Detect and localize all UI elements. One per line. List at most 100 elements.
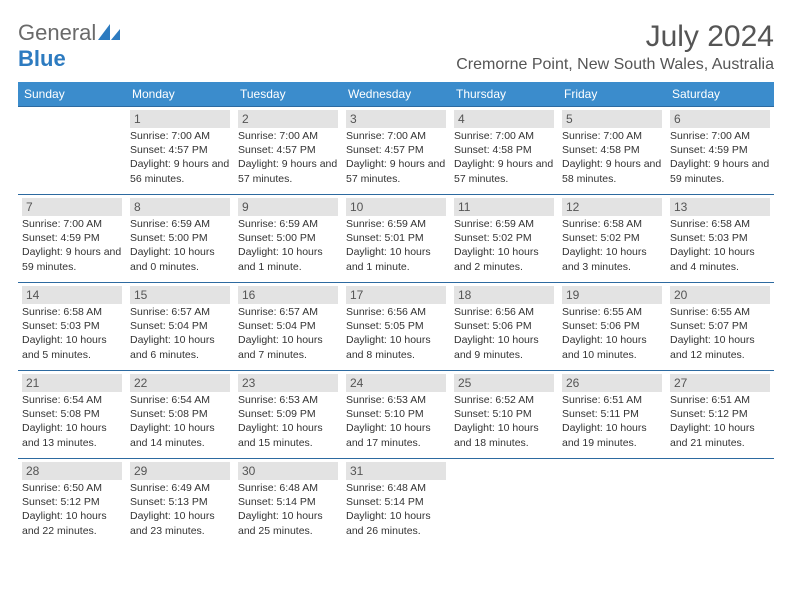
calendar-cell: 26Sunrise: 6:51 AMSunset: 5:11 PMDayligh… (558, 371, 666, 459)
day-info: Sunrise: 6:48 AMSunset: 5:14 PMDaylight:… (238, 481, 338, 538)
day-info: Sunrise: 6:58 AMSunset: 5:03 PMDaylight:… (22, 305, 122, 362)
day-info: Sunrise: 6:51 AMSunset: 5:11 PMDaylight:… (562, 393, 662, 450)
day-info: Sunrise: 6:54 AMSunset: 5:08 PMDaylight:… (130, 393, 230, 450)
calendar-cell: 29Sunrise: 6:49 AMSunset: 5:13 PMDayligh… (126, 459, 234, 544)
day-number: 14 (22, 286, 122, 304)
calendar-cell: 27Sunrise: 6:51 AMSunset: 5:12 PMDayligh… (666, 371, 774, 459)
day-info: Sunrise: 6:54 AMSunset: 5:08 PMDaylight:… (22, 393, 122, 450)
day-number: 24 (346, 374, 446, 392)
day-info: Sunrise: 6:55 AMSunset: 5:07 PMDaylight:… (670, 305, 770, 362)
calendar-cell: 30Sunrise: 6:48 AMSunset: 5:14 PMDayligh… (234, 459, 342, 544)
day-info: Sunrise: 6:57 AMSunset: 5:04 PMDaylight:… (130, 305, 230, 362)
day-info: Sunrise: 6:50 AMSunset: 5:12 PMDaylight:… (22, 481, 122, 538)
day-number: 15 (130, 286, 230, 304)
day-number: 2 (238, 110, 338, 128)
day-number: 4 (454, 110, 554, 128)
calendar-cell: 18Sunrise: 6:56 AMSunset: 5:06 PMDayligh… (450, 283, 558, 371)
calendar-cell: 23Sunrise: 6:53 AMSunset: 5:09 PMDayligh… (234, 371, 342, 459)
calendar-cell: 13Sunrise: 6:58 AMSunset: 5:03 PMDayligh… (666, 195, 774, 283)
weekday-header: Thursday (450, 82, 558, 107)
calendar-cell: 3Sunrise: 7:00 AMSunset: 4:57 PMDaylight… (342, 107, 450, 195)
day-info: Sunrise: 7:00 AMSunset: 4:57 PMDaylight:… (130, 129, 230, 186)
weekday-header: Saturday (666, 82, 774, 107)
day-info: Sunrise: 7:00 AMSunset: 4:58 PMDaylight:… (454, 129, 554, 186)
header: General Blue July 2024 Cremorne Point, N… (18, 20, 774, 74)
day-number: 8 (130, 198, 230, 216)
day-info: Sunrise: 6:59 AMSunset: 5:00 PMDaylight:… (130, 217, 230, 274)
weekday-header: Sunday (18, 82, 126, 107)
day-number: 21 (22, 374, 122, 392)
day-info: Sunrise: 6:53 AMSunset: 5:10 PMDaylight:… (346, 393, 446, 450)
calendar-row: 1Sunrise: 7:00 AMSunset: 4:57 PMDaylight… (18, 107, 774, 195)
calendar-cell: 1Sunrise: 7:00 AMSunset: 4:57 PMDaylight… (126, 107, 234, 195)
title-block: July 2024 Cremorne Point, New South Wale… (456, 20, 774, 74)
day-info: Sunrise: 6:51 AMSunset: 5:12 PMDaylight:… (670, 393, 770, 450)
day-info: Sunrise: 6:56 AMSunset: 5:06 PMDaylight:… (454, 305, 554, 362)
day-number: 13 (670, 198, 770, 216)
day-info: Sunrise: 6:53 AMSunset: 5:09 PMDaylight:… (238, 393, 338, 450)
weekday-header: Monday (126, 82, 234, 107)
weekday-header: Wednesday (342, 82, 450, 107)
calendar-cell: 28Sunrise: 6:50 AMSunset: 5:12 PMDayligh… (18, 459, 126, 544)
calendar-cell: 17Sunrise: 6:56 AMSunset: 5:05 PMDayligh… (342, 283, 450, 371)
logo-word-1: General (18, 20, 96, 45)
day-number: 28 (22, 462, 122, 480)
day-number: 23 (238, 374, 338, 392)
day-number: 1 (130, 110, 230, 128)
day-info: Sunrise: 6:59 AMSunset: 5:02 PMDaylight:… (454, 217, 554, 274)
logo-sail-icon (98, 27, 120, 44)
calendar-body: 1Sunrise: 7:00 AMSunset: 4:57 PMDaylight… (18, 107, 774, 544)
day-number: 7 (22, 198, 122, 216)
calendar-cell: 22Sunrise: 6:54 AMSunset: 5:08 PMDayligh… (126, 371, 234, 459)
calendar-cell: 4Sunrise: 7:00 AMSunset: 4:58 PMDaylight… (450, 107, 558, 195)
day-number: 31 (346, 462, 446, 480)
calendar-row: 14Sunrise: 6:58 AMSunset: 5:03 PMDayligh… (18, 283, 774, 371)
calendar-cell: 9Sunrise: 6:59 AMSunset: 5:00 PMDaylight… (234, 195, 342, 283)
calendar-cell (450, 459, 558, 544)
calendar-cell: 15Sunrise: 6:57 AMSunset: 5:04 PMDayligh… (126, 283, 234, 371)
logo-text: General Blue (18, 20, 120, 72)
calendar-cell: 11Sunrise: 6:59 AMSunset: 5:02 PMDayligh… (450, 195, 558, 283)
day-number: 5 (562, 110, 662, 128)
calendar-cell: 10Sunrise: 6:59 AMSunset: 5:01 PMDayligh… (342, 195, 450, 283)
day-number: 19 (562, 286, 662, 304)
calendar-cell: 19Sunrise: 6:55 AMSunset: 5:06 PMDayligh… (558, 283, 666, 371)
day-info: Sunrise: 6:58 AMSunset: 5:02 PMDaylight:… (562, 217, 662, 274)
weekday-header-row: SundayMondayTuesdayWednesdayThursdayFrid… (18, 82, 774, 107)
day-info: Sunrise: 7:00 AMSunset: 4:57 PMDaylight:… (346, 129, 446, 186)
day-info: Sunrise: 6:55 AMSunset: 5:06 PMDaylight:… (562, 305, 662, 362)
day-info: Sunrise: 6:49 AMSunset: 5:13 PMDaylight:… (130, 481, 230, 538)
day-number: 25 (454, 374, 554, 392)
logo: General Blue (18, 20, 120, 72)
day-number: 29 (130, 462, 230, 480)
location-text: Cremorne Point, New South Wales, Austral… (456, 56, 774, 74)
day-number: 18 (454, 286, 554, 304)
calendar-cell (558, 459, 666, 544)
calendar-cell: 20Sunrise: 6:55 AMSunset: 5:07 PMDayligh… (666, 283, 774, 371)
day-info: Sunrise: 6:48 AMSunset: 5:14 PMDaylight:… (346, 481, 446, 538)
month-title: July 2024 (456, 20, 774, 54)
calendar-cell: 31Sunrise: 6:48 AMSunset: 5:14 PMDayligh… (342, 459, 450, 544)
calendar-cell: 7Sunrise: 7:00 AMSunset: 4:59 PMDaylight… (18, 195, 126, 283)
day-number: 30 (238, 462, 338, 480)
day-info: Sunrise: 6:56 AMSunset: 5:05 PMDaylight:… (346, 305, 446, 362)
calendar-cell: 8Sunrise: 6:59 AMSunset: 5:00 PMDaylight… (126, 195, 234, 283)
calendar-cell: 24Sunrise: 6:53 AMSunset: 5:10 PMDayligh… (342, 371, 450, 459)
calendar-cell: 21Sunrise: 6:54 AMSunset: 5:08 PMDayligh… (18, 371, 126, 459)
day-info: Sunrise: 6:59 AMSunset: 5:01 PMDaylight:… (346, 217, 446, 274)
day-number: 17 (346, 286, 446, 304)
day-info: Sunrise: 6:57 AMSunset: 5:04 PMDaylight:… (238, 305, 338, 362)
calendar-cell (666, 459, 774, 544)
weekday-header: Friday (558, 82, 666, 107)
day-number: 20 (670, 286, 770, 304)
day-info: Sunrise: 7:00 AMSunset: 4:59 PMDaylight:… (670, 129, 770, 186)
day-number: 27 (670, 374, 770, 392)
calendar-cell: 6Sunrise: 7:00 AMSunset: 4:59 PMDaylight… (666, 107, 774, 195)
day-number: 22 (130, 374, 230, 392)
day-info: Sunrise: 7:00 AMSunset: 4:59 PMDaylight:… (22, 217, 122, 274)
weekday-header: Tuesday (234, 82, 342, 107)
calendar-cell: 2Sunrise: 7:00 AMSunset: 4:57 PMDaylight… (234, 107, 342, 195)
day-number: 11 (454, 198, 554, 216)
day-number: 3 (346, 110, 446, 128)
day-number: 6 (670, 110, 770, 128)
